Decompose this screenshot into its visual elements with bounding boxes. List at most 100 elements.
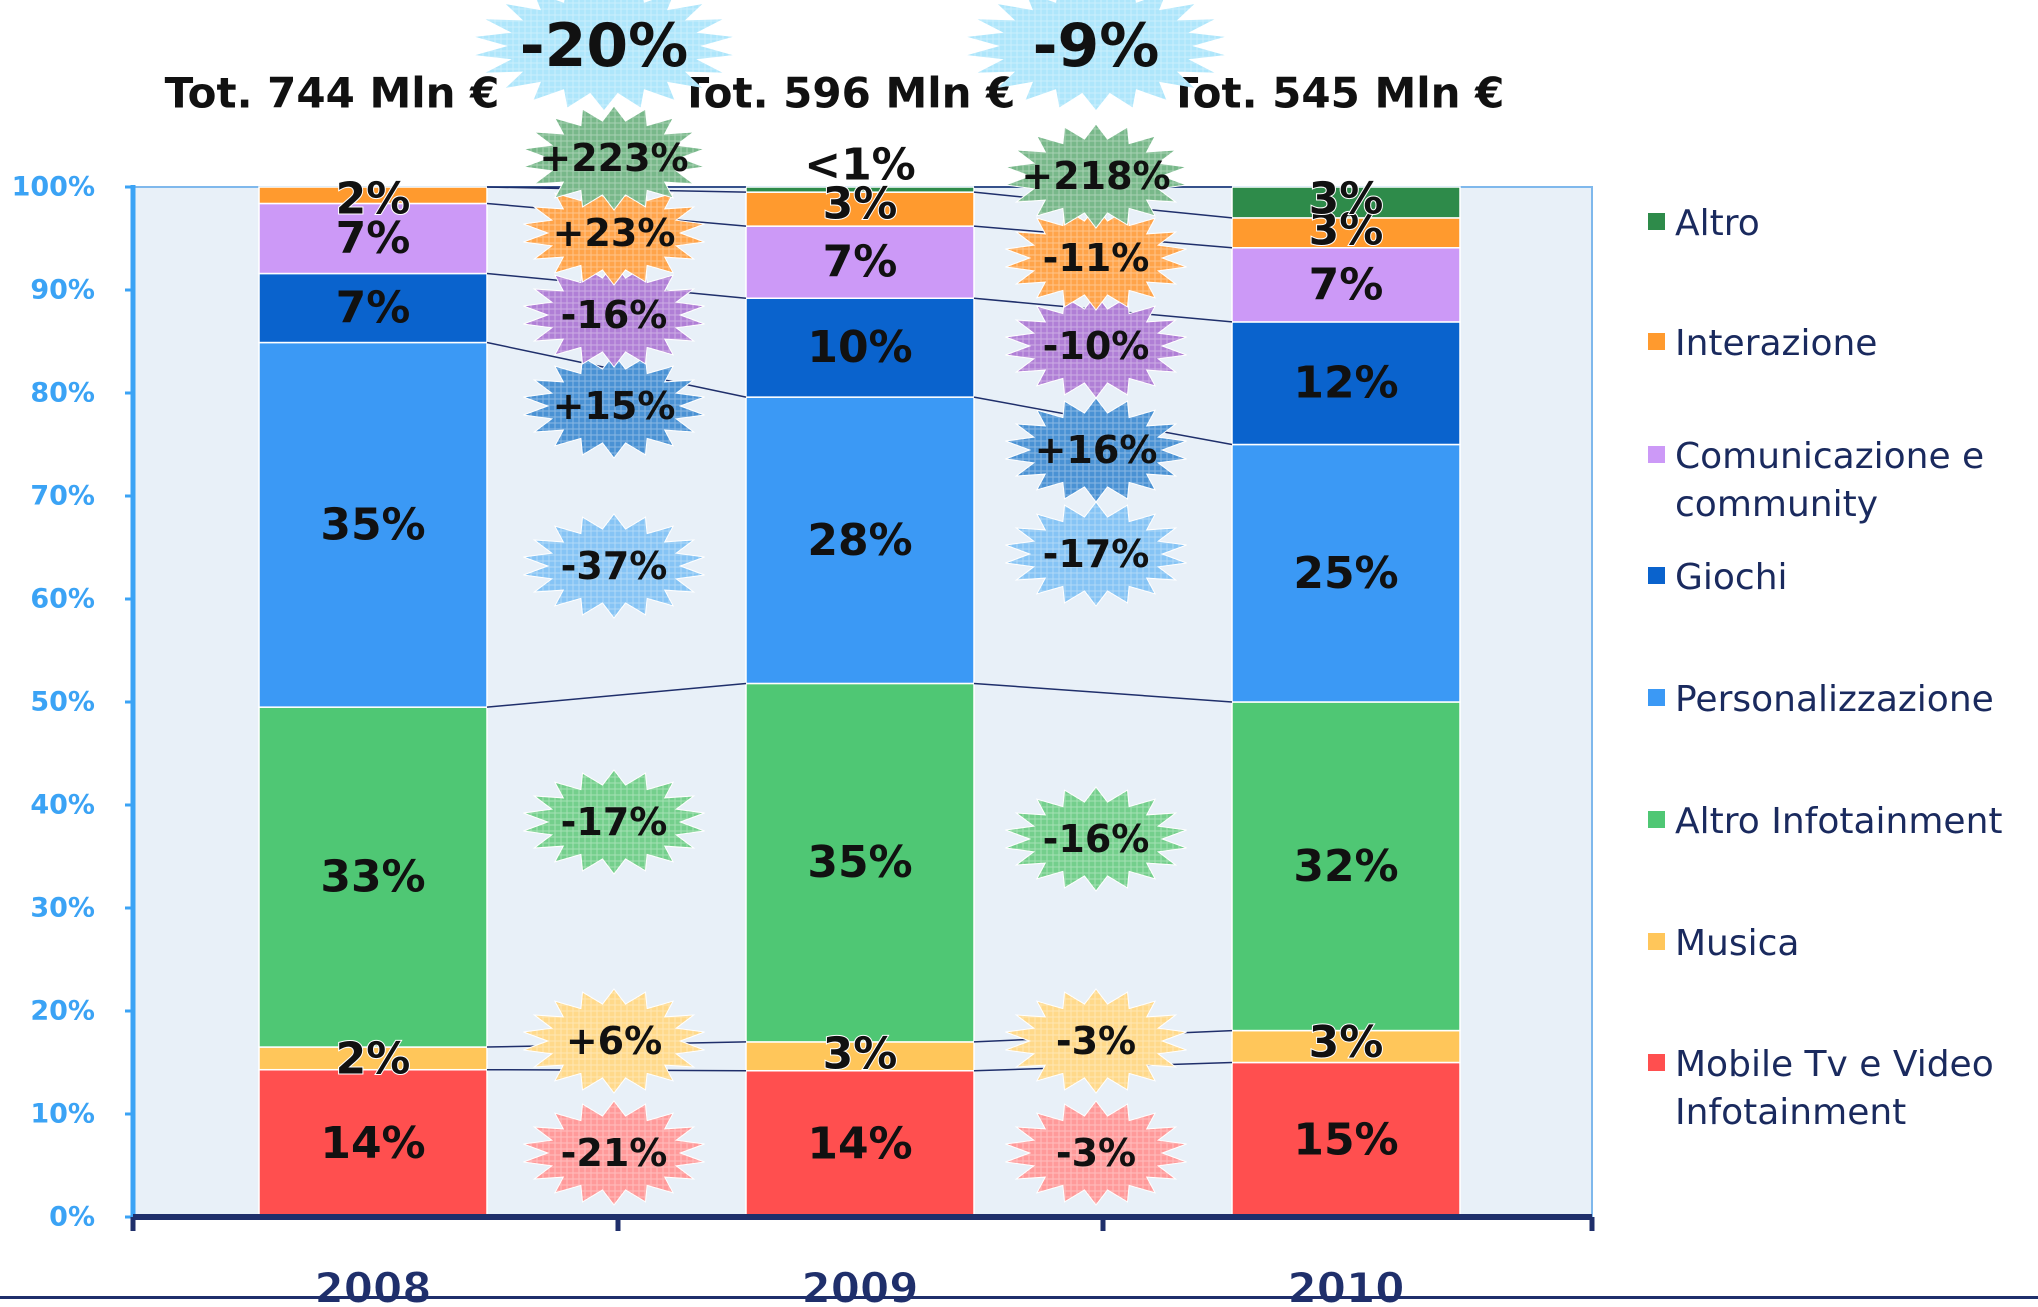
legend-label-personalizzazione: Personalizzazione [1675,679,1994,720]
legend-item-personalizzazione: Personalizzazione [1648,676,2015,724]
bar-segment [745,186,975,193]
bar-segment [258,186,488,205]
segment-label: <1% [804,140,916,191]
total-change-label: -20% [520,11,689,81]
change-badge-texture [523,1101,705,1205]
segment-label: 7% [336,283,411,334]
change-badge-texture [1005,787,1187,891]
change-badge-texture [1005,989,1187,1093]
segment-label: 32% [1293,841,1398,892]
bar-segment [1231,321,1461,446]
change-badge-texture [1005,124,1187,228]
change-badge-texture [523,181,705,285]
x-tick-label: 2009 [802,1264,919,1307]
legend-item-interazione: Interazione [1648,320,2015,368]
y-tick-label: 60% [30,584,95,615]
y-tick-label: 20% [30,996,95,1027]
y-tick-label: 90% [30,275,95,306]
segment-label: 35% [320,499,425,550]
segment-label: 3% [823,179,898,230]
change-badge-label: -11% [1043,236,1150,280]
change-badge-texture [523,989,705,1093]
bar-segment [258,706,488,1048]
segment-label: 7% [1309,259,1384,310]
change-badge-label: +16% [1035,428,1158,472]
legend-swatch-altro [1648,213,1665,230]
y-tick-label: 70% [30,481,95,512]
segment-label: 14% [320,1118,425,1169]
bar-segment [1231,1061,1461,1218]
legend-label-altro-infotainment: Altro Infotainment [1675,801,2003,842]
legend-label-altro: Altro [1675,203,1760,244]
legend-swatch-musica [1648,933,1665,950]
legend-label-interazione: Interazione [1675,323,1878,364]
connector-line [486,682,747,708]
change-badge-texture [1005,398,1187,502]
total-label: Tot. 596 Mln € [681,69,1016,118]
legend-label-mobile-tv: Mobile Tv e Video Infotainment [1675,1044,1994,1133]
legend-swatch-giochi [1648,567,1665,584]
legend-label-musica: Musica [1675,923,1800,964]
y-tick-label: 0% [49,1202,95,1233]
change-badge-texture [1005,294,1187,398]
legend-swatch-interazione [1648,333,1665,350]
bar-segment [745,1041,975,1072]
bar-segment [745,682,975,1043]
change-badge-label: -16% [561,293,668,337]
total-change-label: -9% [1033,11,1160,81]
change-badge-texture [523,514,705,618]
segment-label: 33% [320,852,425,903]
change-badge-texture [523,770,705,874]
y-tick-label: 30% [30,893,95,924]
bar-segment [745,1069,975,1218]
segment-label: 3% [1309,174,1384,225]
bar-segment [1231,443,1461,703]
legend-item-mobile-tv: Mobile Tv e Video Infotainment [1648,1041,2015,1137]
segment-label: 10% [807,322,912,373]
y-tick-label: 80% [30,378,95,409]
segment-label: 35% [807,837,912,888]
legend-label-comunicazione: Comunicazione e community [1675,436,1985,525]
bar-segment [745,396,975,685]
bar-segment [745,225,975,299]
bar-segment [258,272,488,344]
legend-item-giochi: Giochi [1648,554,2015,602]
y-tick-label: 50% [30,687,95,718]
change-badge-label: -3% [1056,1131,1136,1175]
legend-swatch-altro-infotainment [1648,811,1665,828]
change-badge-label: -17% [1043,532,1150,576]
change-badge-label: +223% [539,136,688,180]
bottom-rule [0,1296,2038,1299]
legend-item-comunicazione: Comunicazione e community [1648,433,2015,529]
chart-legend: Altro Interazione Comunicazione e commun… [1648,0,2038,1200]
segment-label: 2% [336,1034,411,1085]
legend-label-giochi: Giochi [1675,557,1788,598]
bar-segment [1231,217,1461,249]
change-badge-texture [523,354,705,458]
change-badge-label: +218% [1021,154,1170,198]
change-badge-label: -21% [561,1131,668,1175]
change-badge-label: -16% [1043,817,1150,861]
segment-label: 28% [807,515,912,566]
segment-label: 7% [823,237,898,288]
connector-line [973,682,1233,703]
segment-label: 2% [336,174,411,225]
legend-item-altro-infotainment: Altro Infotainment [1648,798,2015,846]
legend-item-altro: Altro [1648,200,2015,248]
segment-label: 12% [1293,358,1398,409]
change-badge-label: -17% [561,800,668,844]
y-tick-label: 100% [12,172,95,203]
y-tick-label: 40% [30,790,95,821]
bar-segment [1231,701,1461,1032]
segment-label: 3% [1309,1017,1384,1068]
change-badge-texture [1005,206,1187,310]
bar-segment [1231,1029,1461,1064]
change-badge-label: +15% [553,384,676,428]
legend-swatch-mobile-tv [1648,1054,1665,1071]
total-label: Tot. 744 Mln € [165,69,500,118]
change-badge-texture [1005,1101,1187,1205]
change-badge-texture [1005,502,1187,606]
bar-segment [745,297,975,398]
